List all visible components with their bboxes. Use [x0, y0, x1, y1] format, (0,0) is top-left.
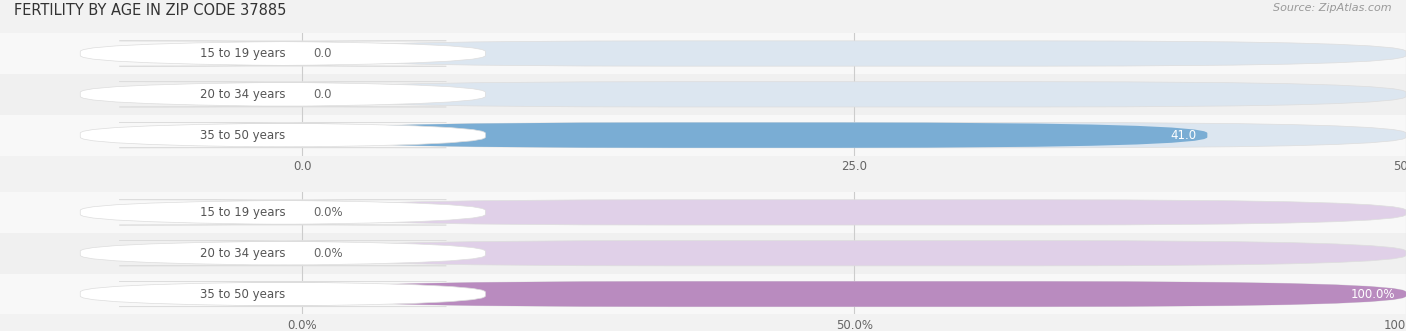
FancyBboxPatch shape — [80, 281, 485, 307]
Bar — [0, 192, 1406, 233]
Text: 0.0%: 0.0% — [314, 206, 343, 219]
Text: Source: ZipAtlas.com: Source: ZipAtlas.com — [1274, 3, 1392, 13]
FancyBboxPatch shape — [302, 41, 1406, 66]
Text: 35 to 50 years: 35 to 50 years — [200, 288, 285, 301]
FancyBboxPatch shape — [302, 281, 1406, 307]
Text: 15 to 19 years: 15 to 19 years — [200, 206, 285, 219]
FancyBboxPatch shape — [80, 122, 485, 148]
Text: 100.0%: 100.0% — [1350, 288, 1395, 301]
Text: 0.0: 0.0 — [314, 88, 332, 101]
Bar — [0, 233, 1406, 274]
FancyBboxPatch shape — [80, 41, 485, 66]
Text: 0.0: 0.0 — [314, 47, 332, 60]
Text: 0.0%: 0.0% — [314, 247, 343, 260]
Bar — [0, 115, 1406, 156]
Bar — [0, 74, 1406, 115]
FancyBboxPatch shape — [80, 241, 485, 266]
FancyBboxPatch shape — [302, 122, 1208, 148]
Bar — [0, 33, 1406, 74]
Text: 20 to 34 years: 20 to 34 years — [200, 247, 285, 260]
Text: 41.0: 41.0 — [1170, 129, 1197, 142]
FancyBboxPatch shape — [302, 200, 1406, 225]
Text: 15 to 19 years: 15 to 19 years — [200, 47, 285, 60]
FancyBboxPatch shape — [80, 200, 485, 225]
Text: 35 to 50 years: 35 to 50 years — [200, 129, 285, 142]
FancyBboxPatch shape — [302, 82, 1406, 107]
FancyBboxPatch shape — [302, 241, 1406, 266]
Bar — [0, 274, 1406, 314]
FancyBboxPatch shape — [302, 281, 1406, 307]
Text: FERTILITY BY AGE IN ZIP CODE 37885: FERTILITY BY AGE IN ZIP CODE 37885 — [14, 3, 287, 18]
FancyBboxPatch shape — [80, 82, 485, 107]
Text: 20 to 34 years: 20 to 34 years — [200, 88, 285, 101]
FancyBboxPatch shape — [302, 122, 1406, 148]
